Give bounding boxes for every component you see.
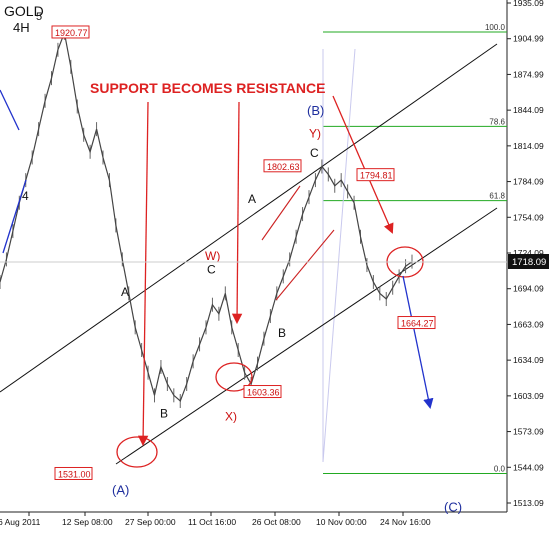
fibonacci-vertical-guide bbox=[322, 48, 356, 463]
wave-label: C bbox=[207, 262, 216, 276]
annotation-arrow-1 bbox=[137, 101, 149, 447]
channel-lower-line bbox=[115, 207, 498, 465]
chart-title-suffix: 5 bbox=[36, 11, 42, 23]
y-tick-label: 1724.09 bbox=[513, 248, 544, 258]
y-tick-label: 1844.09 bbox=[513, 105, 544, 115]
annotation-arrow-3 bbox=[332, 95, 394, 234]
price-label-text: 1603.36 bbox=[247, 388, 280, 398]
price-line bbox=[0, 30, 413, 403]
current-price-box bbox=[508, 254, 549, 269]
current-price-label: 1718.09 bbox=[512, 257, 546, 268]
wave-label: B bbox=[160, 406, 168, 420]
chart-timeframe: 4H bbox=[13, 20, 30, 35]
y-tick-label: 1904.99 bbox=[513, 34, 544, 44]
price-series bbox=[0, 25, 413, 408]
wave-label: (C) bbox=[444, 499, 462, 514]
support-resistance-annotation: SUPPORT BECOMES RESISTANCE bbox=[90, 80, 325, 96]
circle-x bbox=[215, 362, 253, 392]
fibonacci-levels: 100.0 78.6 61.8 0.0 bbox=[323, 23, 507, 474]
x-tick-label: 10 Nov 00:00 bbox=[316, 517, 367, 527]
wave-label: C bbox=[310, 146, 319, 160]
price-label-box bbox=[397, 316, 436, 330]
y-tick-label: 1935.09 bbox=[513, 0, 544, 8]
annotation-arrow-2 bbox=[231, 101, 243, 325]
price-label-box bbox=[243, 385, 282, 399]
y-tick-label: 1634.09 bbox=[513, 355, 544, 365]
price-label-text: 1920.77 bbox=[55, 28, 88, 38]
fib-level-label: 61.8 bbox=[489, 192, 505, 201]
wave-label: W) bbox=[205, 249, 220, 263]
x-tick-label: 24 Nov 16:00 bbox=[380, 517, 431, 527]
x-tick-label: 6 Aug 2011 bbox=[0, 517, 41, 527]
price-label-text: 1794.81 bbox=[360, 171, 393, 181]
wave-label: A bbox=[248, 192, 256, 206]
left-blue-line-2 bbox=[2, 179, 27, 254]
price-label-box bbox=[51, 25, 90, 39]
price-label-text: 1802.63 bbox=[267, 162, 300, 172]
y-tick-label: 1513.09 bbox=[513, 498, 544, 508]
red-wave-line-1 bbox=[261, 185, 301, 241]
y-tick-label: 1874.99 bbox=[513, 69, 544, 79]
x-tick-label: 27 Sep 00:00 bbox=[125, 517, 176, 527]
y-tick-label: 1754.09 bbox=[513, 212, 544, 222]
price-label-box bbox=[263, 159, 302, 173]
fib-level-label: 0.0 bbox=[494, 464, 506, 473]
price-label-box bbox=[356, 168, 395, 182]
left-blue-line-1 bbox=[0, 89, 20, 131]
fib-level-label: 78.6 bbox=[489, 117, 505, 126]
y-tick-label: 1544.09 bbox=[513, 462, 544, 472]
x-tick-label: 12 Sep 08:00 bbox=[62, 517, 113, 527]
y-tick-label: 1603.09 bbox=[513, 391, 544, 401]
fib-level-label: 100.0 bbox=[485, 23, 506, 32]
y-tick-label: 1784.09 bbox=[513, 177, 544, 187]
price-label-box bbox=[54, 466, 93, 480]
price-labels: 1920.77 1531.00 1603.36 1802.63 1794.81 1664.… bbox=[51, 25, 436, 480]
wave-label: Y) bbox=[309, 127, 321, 141]
channel-upper-line bbox=[0, 43, 498, 393]
y-tick-label: 1814.09 bbox=[513, 141, 544, 151]
fib-diagonal-line bbox=[322, 48, 356, 463]
y-tick-label: 1573.09 bbox=[513, 427, 544, 437]
circle-low bbox=[116, 436, 158, 468]
price-label-text: 1531.00 bbox=[58, 469, 91, 479]
axis-ticks: 1935.09 1904.99 1874.99 1844.09 1814.09 1784.… bbox=[0, 0, 544, 527]
projection-arrow bbox=[402, 275, 434, 410]
wave-label: B bbox=[278, 326, 286, 340]
wave-label: (B) bbox=[307, 103, 324, 118]
y-tick-label: 1663.09 bbox=[513, 319, 544, 329]
wave-label: 4 bbox=[22, 189, 29, 203]
wave-label: (A) bbox=[112, 482, 129, 497]
wave-label: A bbox=[121, 285, 129, 299]
red-wave-line-2 bbox=[275, 229, 335, 301]
x-tick-label: 26 Oct 08:00 bbox=[252, 517, 301, 527]
wave-label: X) bbox=[225, 410, 237, 424]
price-label-text: 1664.27 bbox=[401, 319, 434, 329]
chart-title: GOLD bbox=[4, 3, 44, 19]
x-tick-label: 11 Oct 16:00 bbox=[188, 517, 236, 527]
y-tick-label: 1694.09 bbox=[513, 284, 544, 294]
